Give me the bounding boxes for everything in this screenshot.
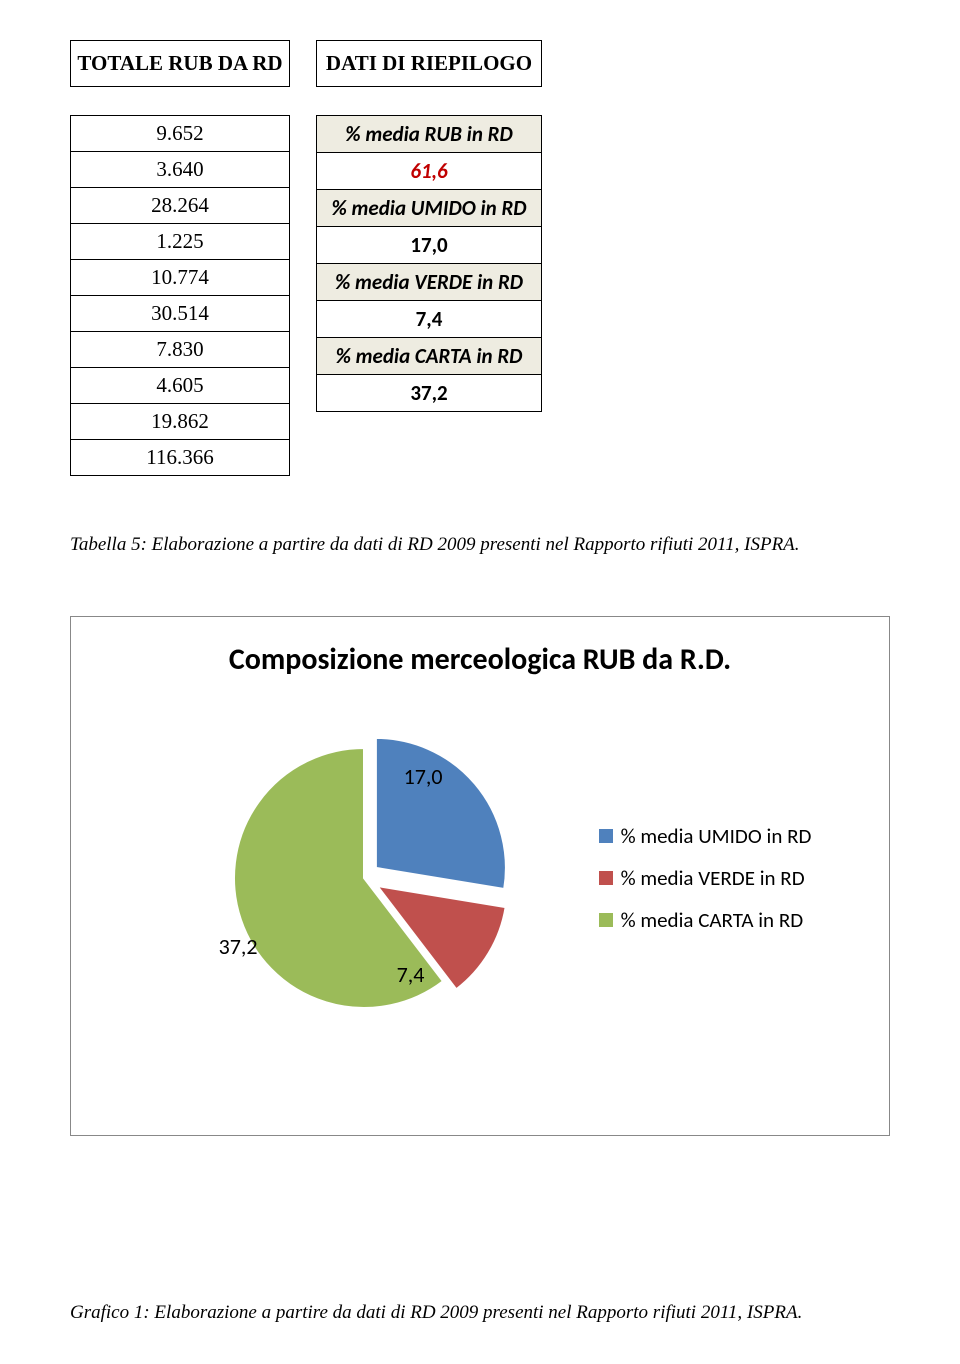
left-value-cell: 116.366 [70,440,290,476]
pie-slice-label: 37,2 [219,933,258,960]
left-value-cell: 28.264 [70,188,290,224]
left-value-cell: 3.640 [70,152,290,188]
right-metric-cell: % media CARTA in RD [316,338,542,375]
left-values-column: 9.6523.64028.2641.22510.77430.5147.8304.… [70,115,290,476]
left-value-cell: 10.774 [70,260,290,296]
legend-swatch [599,871,613,885]
chart-caption: Grafico 1: Elaborazione a partire da dat… [70,1302,802,1324]
summary-headers: TOTALE RUB DA RD DATI DI RIEPILOGO [70,40,890,87]
right-metrics-column: % media RUB in RD61,6% media UMIDO in RD… [316,115,542,476]
pie-chart [189,703,539,1053]
legend-swatch [599,913,613,927]
legend-label: % media VERDE in RD [621,865,805,891]
left-value-cell: 9.652 [70,115,290,152]
right-metric-cell: % media VERDE in RD [316,264,542,301]
chart-legend: % media UMIDO in RD % media VERDE in RD % … [599,823,812,933]
legend-item: % media VERDE in RD [599,865,812,891]
right-metric-cell: 61,6 [316,153,542,190]
pie-slice-label: 17,0 [404,763,443,790]
left-value-cell: 1.225 [70,224,290,260]
left-value-cell: 7.830 [70,332,290,368]
header-left: TOTALE RUB DA RD [70,40,290,87]
legend-item: % media CARTA in RD [599,907,812,933]
legend-swatch [599,829,613,843]
left-value-cell: 19.862 [70,404,290,440]
legend-label: % media CARTA in RD [621,907,804,933]
table-caption: Tabella 5: Elaborazione a partire da dat… [70,534,890,556]
chart-frame: Composizione merceologica RUB da R.D. 17… [70,616,890,1136]
pie-slice [375,738,505,889]
right-metric-cell: 37,2 [316,375,542,412]
legend-item: % media UMIDO in RD [599,823,812,849]
left-value-cell: 4.605 [70,368,290,404]
pie-slice-label: 7,4 [397,961,425,988]
header-right: DATI DI RIEPILOGO [316,40,542,87]
right-metric-cell: % media RUB in RD [316,115,542,153]
right-metric-cell: 7,4 [316,301,542,338]
pie-wrap: 17,0 7,4 37,2 [189,703,539,1053]
chart-body: 17,0 7,4 37,2 % media UMIDO in RD % media V… [85,698,875,1058]
summary-columns: 9.6523.64028.2641.22510.77430.5147.8304.… [70,115,890,476]
right-metric-cell: % media UMIDO in RD [316,190,542,227]
chart-title: Composizione merceologica RUB da R.D. [85,641,875,678]
left-value-cell: 30.514 [70,296,290,332]
right-metric-cell: 17,0 [316,227,542,264]
legend-label: % media UMIDO in RD [621,823,812,849]
